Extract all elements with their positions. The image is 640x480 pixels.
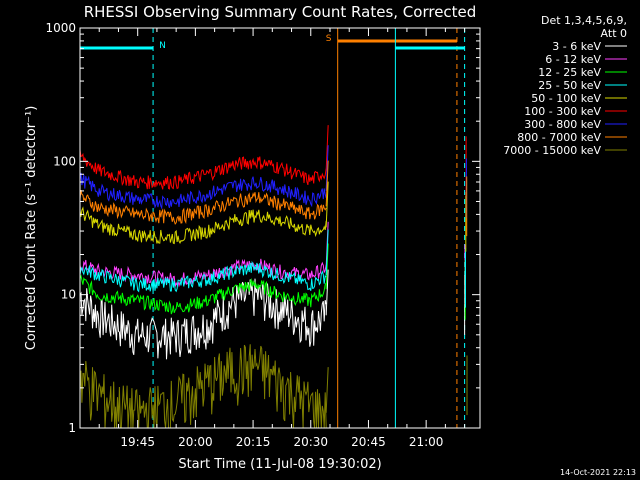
- series-line: [79, 258, 327, 288]
- y-axis-label: Corrected Count Rate (s⁻¹ detector⁻¹): [24, 106, 39, 351]
- flag-label: N: [159, 41, 166, 51]
- x-tick-label: 20:00: [178, 435, 213, 449]
- series-line: [79, 260, 327, 293]
- axes-frame: [79, 27, 481, 429]
- legend-label: 100 - 300 keV: [524, 105, 601, 118]
- ticks-layer: 19:45 20:00 20:15 20:30 20:45 21:00 1 10 100 1000: [45, 21, 480, 449]
- plot-frame: [79, 27, 481, 429]
- x-tick-label: 20:45: [351, 435, 386, 449]
- flag-label: S: [326, 34, 332, 44]
- series-line: [79, 189, 327, 225]
- legend-label: 3 - 6 keV: [552, 40, 601, 53]
- x-tick-label: 20:30: [293, 435, 328, 449]
- series-line: [79, 274, 327, 315]
- series-line: [79, 278, 327, 360]
- x-tick-label: 19:45: [120, 435, 155, 449]
- x-tick-label: 21:00: [409, 435, 444, 449]
- timestamp: 14-Oct-2021 22:13: [560, 468, 636, 477]
- series-rise: [325, 160, 329, 207]
- legend-label: 300 - 800 keV: [524, 118, 601, 131]
- series-line: [79, 206, 327, 245]
- legend-header-2: Att 0: [601, 27, 627, 40]
- series-rise: [325, 367, 329, 413]
- legend-header-1: Det 1,3,4,5,6,9,: [541, 14, 627, 27]
- series-rise: [325, 145, 329, 191]
- series-rise: [325, 269, 329, 316]
- y-tick-label: 1000: [45, 21, 76, 35]
- series-line: [79, 150, 327, 190]
- y-tick-label: 10: [61, 288, 76, 302]
- legend-label: 50 - 100 keV: [531, 92, 601, 105]
- y-tick-label: 1: [68, 421, 76, 435]
- x-axis-label: Start Time (11-Jul-08 19:30:02): [178, 457, 381, 472]
- legend-label: 6 - 12 keV: [545, 53, 601, 66]
- series-rise: [325, 125, 329, 171]
- series-rise: [325, 229, 329, 276]
- legend-label: 7000 - 15000 keV: [503, 144, 601, 157]
- series-line: [79, 172, 327, 210]
- x-tick-label: 20:15: [236, 435, 271, 449]
- legend-label: 12 - 25 keV: [538, 66, 601, 79]
- y-tick-label: 100: [53, 154, 76, 168]
- legend-label: 25 - 50 keV: [538, 79, 601, 92]
- series-rise: [325, 243, 329, 290]
- series-layer: [79, 125, 468, 429]
- chart-title: RHESSI Observing Summary Count Rates, Co…: [84, 3, 477, 21]
- series-rise: [325, 181, 329, 228]
- legend-label: 800 - 7000 keV: [517, 131, 601, 144]
